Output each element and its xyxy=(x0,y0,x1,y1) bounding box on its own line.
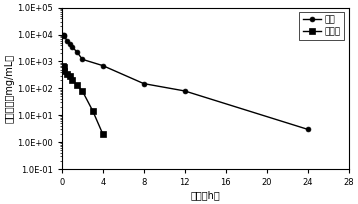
注射液 xyxy=(61,64,65,67)
注射液 xyxy=(75,84,79,86)
注射液 xyxy=(67,75,72,78)
胶束 xyxy=(80,58,84,61)
注射液 xyxy=(62,66,66,69)
注射液 xyxy=(65,72,69,75)
Line: 注射液: 注射液 xyxy=(60,63,106,137)
注射液 xyxy=(80,90,84,92)
注射液 xyxy=(62,70,67,72)
胶束 xyxy=(142,82,146,85)
胶束 xyxy=(67,43,72,45)
胶束 xyxy=(75,51,79,53)
注射液 xyxy=(91,109,95,112)
注射液 xyxy=(101,133,105,135)
Line: 胶束: 胶束 xyxy=(60,32,310,132)
胶束 xyxy=(62,35,67,38)
胶束 xyxy=(305,128,310,131)
胶束 xyxy=(101,64,105,67)
胶束 xyxy=(70,46,74,48)
X-axis label: 时间（h）: 时间（h） xyxy=(190,190,220,200)
胶束 xyxy=(62,34,66,36)
胶束 xyxy=(65,39,69,42)
Legend: 胶束, 注射液: 胶束, 注射液 xyxy=(299,12,344,40)
Y-axis label: 血药浓度（mg/mL）: 血药浓度（mg/mL） xyxy=(4,54,14,123)
注射液 xyxy=(70,79,74,81)
胶束 xyxy=(183,90,187,92)
胶束 xyxy=(61,33,65,36)
